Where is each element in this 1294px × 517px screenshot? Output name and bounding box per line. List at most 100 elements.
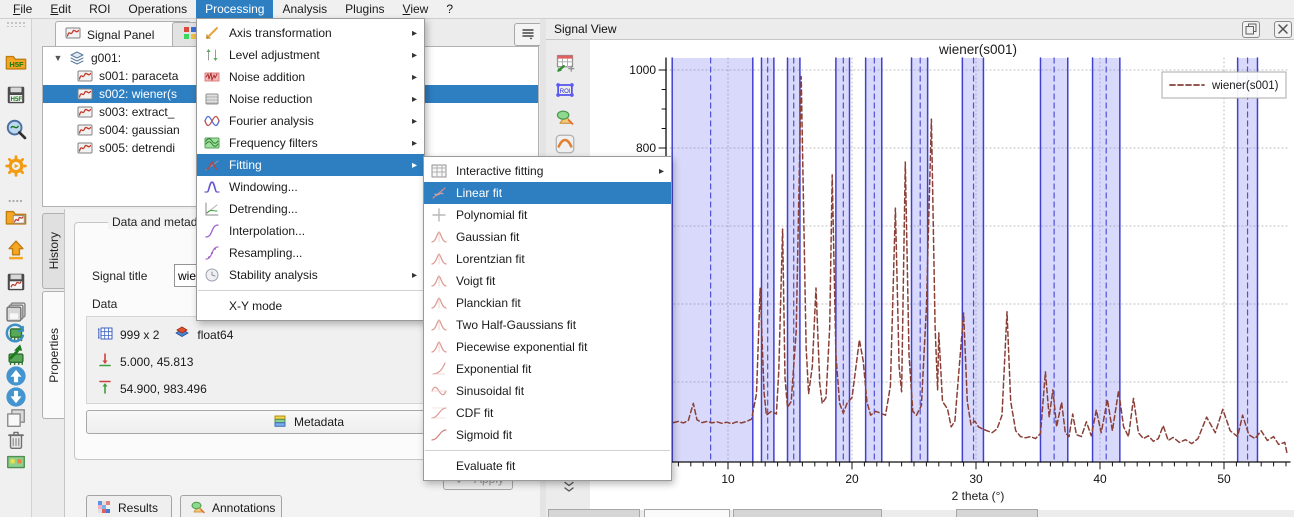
submenu-arrow-icon: ▸ (411, 71, 417, 83)
linear-fit-icon (431, 185, 447, 201)
plot-canvas[interactable]: 102030405002004006008001000wiener(s001)2… (546, 40, 1294, 510)
delete-button[interactable] (4, 429, 28, 453)
tree-item-g001[interactable]: ▼ g001: (43, 49, 538, 67)
roi-band[interactable] (911, 58, 928, 462)
menu-item-level-adjustment[interactable]: Level adjustment ▸ (197, 44, 424, 66)
menu-item-label: Linear fit (456, 186, 503, 200)
submenu-arrow-icon: ▸ (411, 49, 417, 61)
menu-item-interpolation[interactable]: Interpolation... (197, 220, 424, 242)
settings-button[interactable] (4, 154, 28, 180)
export-memory-button[interactable] (4, 343, 28, 367)
tree-item-s005[interactable]: s005: detrendi (43, 139, 538, 157)
duplicate-button[interactable] (4, 407, 28, 431)
menubar-item-[interactable]: ? (446, 2, 454, 16)
menu-item-fitting[interactable]: Fitting ▸ (197, 154, 424, 176)
menu-item-label: CDF fit (456, 406, 494, 420)
menu-item-sigmoid-fit[interactable]: Sigmoid fit (424, 424, 671, 446)
save-all-button[interactable] (4, 301, 28, 325)
menu-item-evaluate-fit[interactable]: Evaluate fit (424, 455, 671, 477)
move-down-button[interactable] (4, 386, 28, 410)
menubar-item-view[interactable]: View (402, 2, 429, 16)
menu-item-stability-analysis[interactable]: Stability analysis ▸ (197, 264, 424, 286)
float-window-button[interactable] (1242, 21, 1260, 38)
level-adjust-icon (204, 47, 220, 63)
menu-item-cdf-fit[interactable]: CDF fit (424, 402, 671, 424)
submenu-arrow-icon: ▸ (411, 269, 417, 281)
show-results-table-button[interactable] (551, 52, 579, 76)
settings-gear-icon (5, 154, 27, 180)
menu-item-noise-reduction[interactable]: Noise reduction ▸ (197, 88, 424, 110)
menu-item-two-half-gaussians-fit[interactable]: Two Half-Gaussians fit (424, 314, 671, 336)
tab-history[interactable]: History (42, 213, 64, 289)
sig-open-icon (5, 206, 27, 231)
tab-signal-panel[interactable]: Signal Panel (55, 21, 191, 47)
menu-item-sinusoidal-fit[interactable]: Sinusoidal fit (424, 380, 671, 402)
save-signal-button[interactable] (4, 271, 28, 295)
menu-item-resampling[interactable]: Resampling... (197, 242, 424, 264)
tree-item-s003[interactable]: s003: extract_ (43, 103, 538, 121)
menu-item-gaussian-fit[interactable]: Gaussian fit (424, 226, 671, 248)
dock-titlebar[interactable]: Signal View (546, 18, 1294, 40)
roi-band[interactable] (962, 58, 984, 462)
menu-item-x-y-mode[interactable]: X-Y mode (197, 295, 424, 317)
view-results-button[interactable] (4, 451, 28, 475)
roi-band[interactable] (865, 58, 882, 462)
menubar-item-processing[interactable]: Processing (196, 0, 274, 18)
move-up-button[interactable] (4, 365, 28, 389)
menu-item-fourier-analysis[interactable]: Fourier analysis ▸ (197, 110, 424, 132)
expander-icon[interactable]: ▼ (53, 53, 63, 63)
open-signal-button[interactable] (4, 206, 28, 230)
close-window-button[interactable] (1274, 21, 1292, 38)
menu-item-windowing[interactable]: Windowing... (197, 176, 424, 198)
menu-item-exponential-fit[interactable]: Exponential fit (424, 358, 671, 380)
menubar-item-edit[interactable]: Edit (50, 2, 72, 16)
menu-item-planckian-fit[interactable]: Planckian fit (424, 292, 671, 314)
menu-item-label: Interpolation... (229, 224, 306, 238)
svg-text:H5F: H5F (9, 60, 24, 69)
menubar-item-analysis[interactable]: Analysis (282, 2, 328, 16)
tree-item-label: s001: paraceta (99, 69, 179, 83)
refresh-memory-button[interactable] (4, 322, 28, 346)
toolbar-drag-handle[interactable] (6, 21, 26, 27)
menu-item-detrending[interactable]: Detrending... (197, 198, 424, 220)
import-text-button[interactable] (4, 239, 28, 263)
hdf-browse-icon (5, 118, 27, 143)
tree-item-s004[interactable]: s004: gaussian (43, 121, 538, 139)
max-values: 54.900, 983.496 (120, 381, 207, 396)
roi-band[interactable] (835, 58, 850, 462)
tab-properties[interactable]: Properties (42, 291, 65, 419)
menubar-item-plugins[interactable]: Plugins (345, 2, 385, 16)
menu-item-polynomial-fit[interactable]: Polynomial fit (424, 204, 671, 226)
curve-tool-button[interactable] (551, 133, 579, 157)
open-hdf5-button[interactable]: H5F (4, 51, 28, 75)
menu-item-interactive-fitting[interactable]: Interactive fitting ▸ (424, 160, 671, 182)
menubar-item-file[interactable]: File (13, 2, 33, 16)
signal-curve (665, 75, 1288, 455)
axis-transform-icon (204, 25, 220, 41)
menu-item-piecewise-exponential-fit[interactable]: Piecewise exponential fit (424, 336, 671, 358)
tab-annotations[interactable]: Annotations (180, 495, 282, 517)
hdf-open-icon: H5F (5, 51, 27, 76)
x-axis-label: 2 theta (°) (952, 489, 1005, 503)
menu-item-linear-fit[interactable]: Linear fit (424, 182, 671, 204)
menubar-item-roi[interactable]: ROI (89, 2, 111, 16)
tab-results[interactable]: Results (86, 495, 172, 517)
menu-item-voigt-fit[interactable]: Voigt fit (424, 270, 671, 292)
menubar-item-operations[interactable]: Operations (128, 2, 188, 16)
cdf-fit-icon (431, 405, 447, 421)
menu-item-frequency-filters[interactable]: Frequency filters ▸ (197, 132, 424, 154)
browse-hdf5-button[interactable] (4, 118, 28, 142)
menu-item-label: Level adjustment (229, 48, 320, 62)
save-hdf5-button[interactable]: H5F (4, 84, 28, 108)
tree-item-label: s002: wiener(s (99, 87, 178, 101)
collapse-toolbar-button[interactable] (558, 478, 580, 498)
tree-item-s001[interactable]: s001: paraceta (43, 67, 538, 85)
menu-item-axis-transformation[interactable]: Axis transformation ▸ (197, 22, 424, 44)
panel-menu-button[interactable] (514, 23, 542, 46)
menu-item-noise-addition[interactable]: Noise addition ▸ (197, 66, 424, 88)
metadata-icon (272, 413, 288, 432)
annotation-tool-button[interactable] (551, 106, 579, 130)
roi-tool-button[interactable]: ROI (551, 79, 579, 103)
roi-band[interactable] (672, 58, 753, 462)
menu-item-lorentzian-fit[interactable]: Lorentzian fit (424, 248, 671, 270)
